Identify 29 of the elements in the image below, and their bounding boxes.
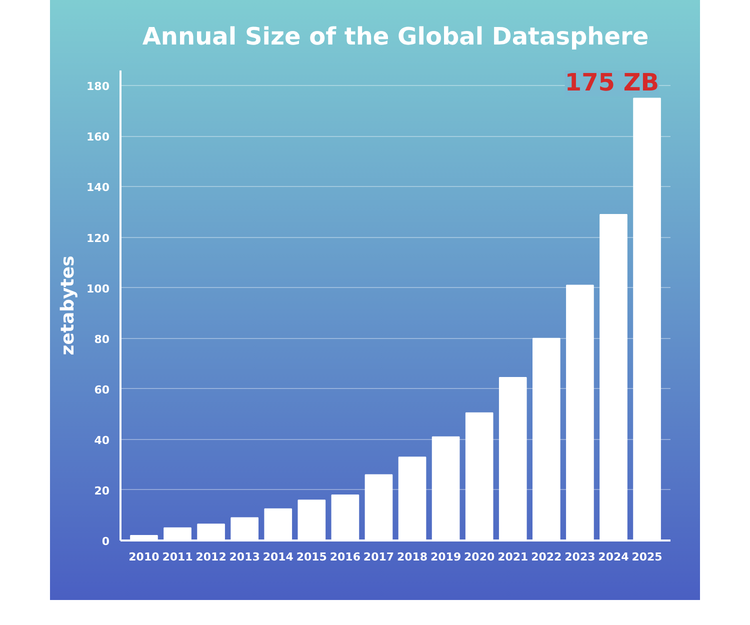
x-tick-label: 2024	[598, 550, 630, 564]
x-tick-label: 2019	[430, 550, 462, 564]
x-tick-label: 2014	[262, 550, 294, 564]
x-tick-label: 2018	[396, 550, 428, 564]
x-tick-label: 2015	[296, 550, 327, 564]
y-tick-label: 60	[94, 383, 110, 396]
x-tick-label: 2025	[632, 550, 662, 564]
y-tick-label: 80	[94, 332, 110, 346]
y-tick-label: 180	[86, 80, 110, 94]
x-tick-label: 2011	[162, 550, 193, 564]
x-tick-label: 2016	[330, 550, 361, 564]
y-tick-label: 20	[94, 484, 110, 498]
y-axis-title: zetabytes	[58, 256, 79, 356]
annotation: 175 ZB	[564, 68, 660, 96]
y-tick-label: 160	[86, 130, 110, 144]
x-tick-label: 2010	[128, 550, 160, 564]
x-tick-label: 2021	[498, 550, 528, 564]
y-tick-label: 0	[102, 535, 110, 548]
chart-title: Annual Size of the Global Datasphere	[142, 22, 649, 50]
y-tick-label: 140	[86, 181, 110, 194]
x-tick-label: 2023	[564, 550, 596, 564]
x-tick-label: 2013	[229, 550, 260, 564]
y-tick-label: 40	[94, 434, 110, 447]
y-tick-label: 120	[86, 232, 110, 245]
x-tick-label: 2017	[363, 550, 394, 564]
x-tick-label: 2012	[196, 550, 226, 564]
y-tick-label: 100	[86, 282, 110, 296]
x-tick-label: 2020	[464, 550, 495, 564]
x-tick-label: 2022	[531, 550, 562, 564]
